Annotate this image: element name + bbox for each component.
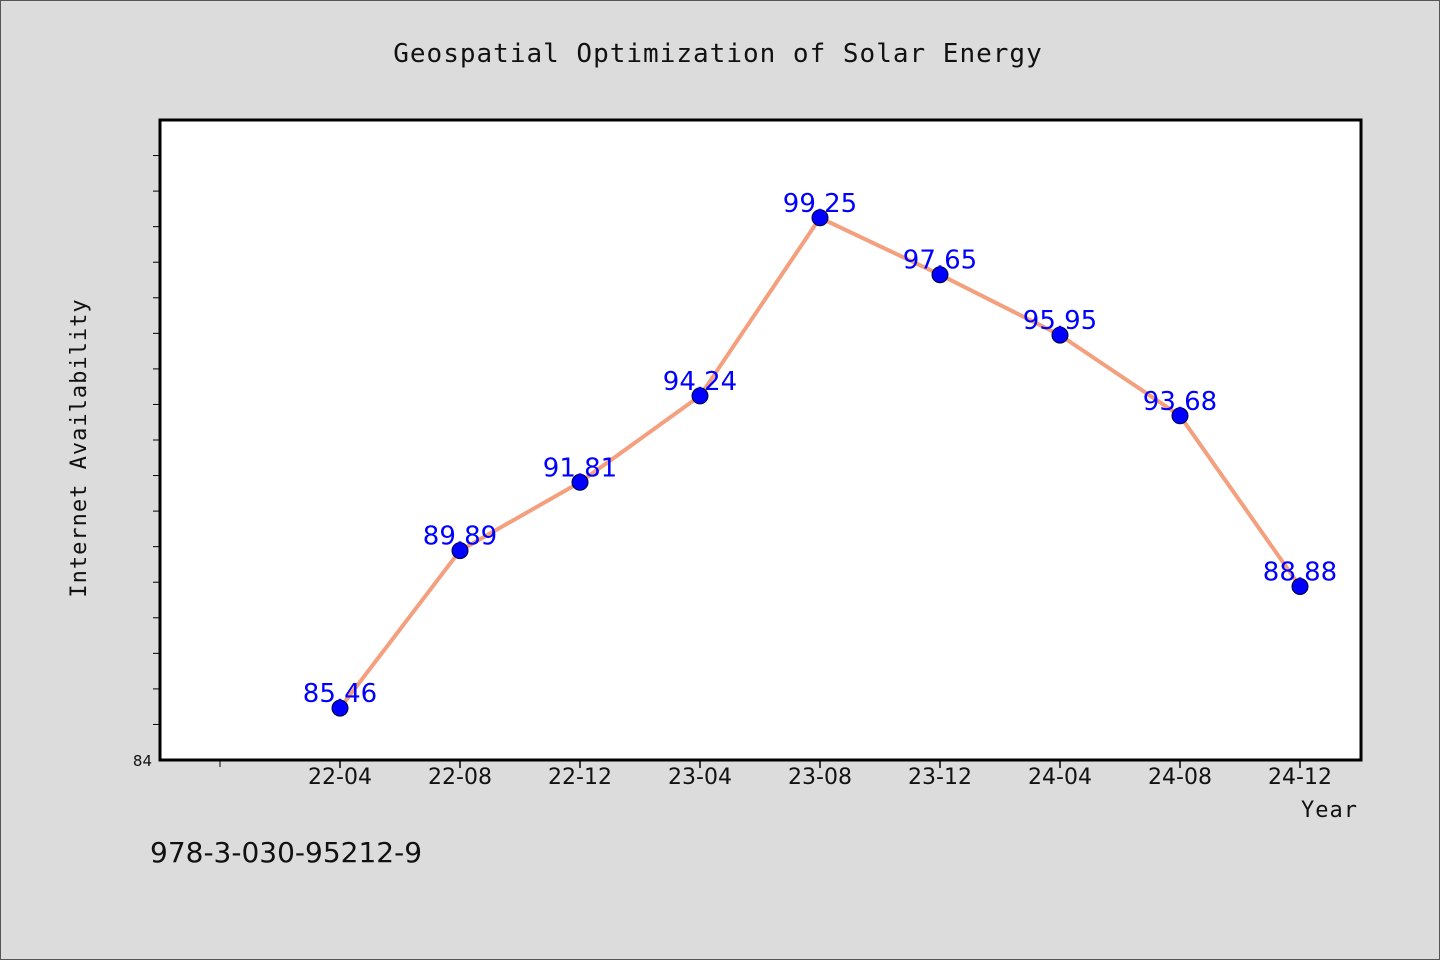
x-axis-ticks [219, 760, 1301, 768]
x-tick-label: 22-12 [548, 765, 612, 790]
x-tick-label: 23-08 [788, 765, 852, 790]
y-axis-label: Internet Availability [67, 298, 92, 597]
data-point [811, 209, 829, 227]
x-tick-label: 22-08 [428, 765, 492, 790]
data-label: 89.89 [423, 522, 497, 552]
data-label: 85.46 [303, 679, 377, 709]
data-point [1051, 326, 1069, 344]
data-point [451, 542, 469, 560]
chart-title: Geospatial Optimization of Solar Energy [393, 39, 1042, 69]
data-label: 99.25 [783, 189, 857, 219]
data-point [1171, 407, 1189, 425]
x-axis-tick-labels: 22-04 22-08 22-12 23-04 23-08 23-12 24-04 24-08… [308, 765, 1332, 790]
y-axis-min-label: 84 [133, 752, 152, 770]
y-axis-ticks [153, 155, 160, 725]
x-tick-label: 23-12 [908, 765, 972, 790]
x-axis-label: Year [1301, 798, 1358, 823]
data-point [331, 699, 349, 717]
data-point [931, 266, 949, 284]
data-point [571, 473, 589, 491]
data-point [691, 387, 709, 405]
data-label: 93.68 [1143, 387, 1217, 417]
plot-area [158, 118, 1363, 762]
data-label: 95.95 [1023, 306, 1097, 336]
x-tick-label: 24-08 [1148, 765, 1212, 790]
data-label: 97.65 [903, 246, 977, 276]
x-tick-label: 24-12 [1268, 765, 1332, 790]
footnote-isbn: 978-3-030-95212-9 [150, 836, 422, 869]
data-point [1291, 578, 1309, 595]
x-tick-label: 22-04 [308, 765, 372, 790]
x-tick-label: 23-04 [668, 765, 732, 790]
data-label-layer: 85.46 89.89 91.81 94.24 99.25 97.65 95.95 93.68… [303, 189, 1337, 709]
data-label: 94.24 [663, 367, 737, 397]
series-layer [331, 209, 1309, 717]
x-tick-label: 24-04 [1028, 765, 1092, 790]
data-label: 91.81 [543, 453, 617, 483]
data-label: 88.88 [1263, 558, 1337, 588]
